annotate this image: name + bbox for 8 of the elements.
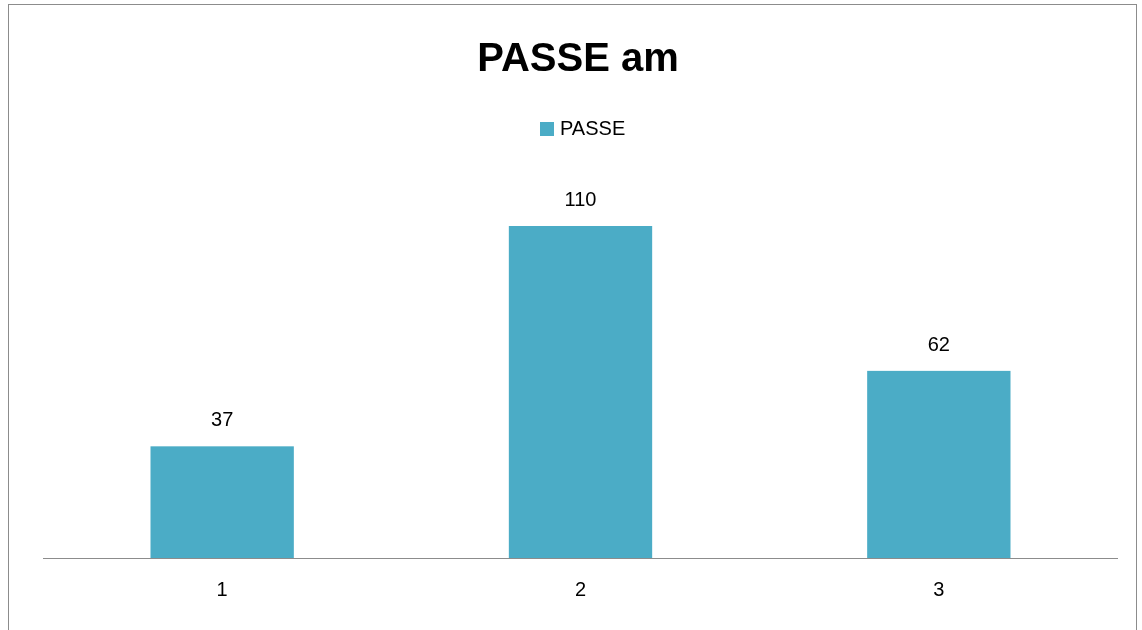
data-label: 37 xyxy=(211,408,234,431)
x-tick-label: 1 xyxy=(216,578,228,601)
data-label: 110 xyxy=(564,188,597,210)
legend-label: PASSE xyxy=(560,117,626,139)
chart-title: PASSE am xyxy=(477,35,679,79)
data-label: 62 xyxy=(927,332,950,355)
x-tick-label: 2 xyxy=(574,578,587,601)
x-tick-label: 3 xyxy=(933,578,945,601)
